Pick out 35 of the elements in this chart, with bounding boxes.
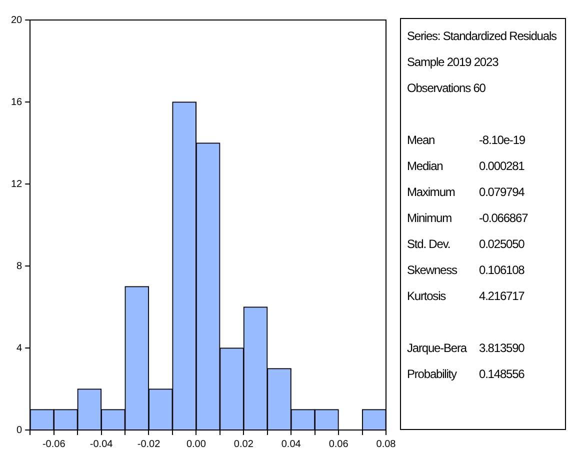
y-tick-label: 4 bbox=[16, 342, 23, 354]
x-tick-label: 0.02 bbox=[234, 438, 254, 450]
y-tick-label: 12 bbox=[11, 178, 23, 190]
text: Maximum bbox=[407, 184, 456, 201]
text: 0.079794 bbox=[479, 184, 524, 201]
x-tick-label: 0.08 bbox=[376, 438, 396, 450]
x-tick-label: -0.06 bbox=[42, 438, 66, 450]
x-tick-label: -0.04 bbox=[90, 438, 114, 450]
text: 4.216717 bbox=[479, 288, 524, 305]
x-tick-label: 0.00 bbox=[186, 438, 206, 450]
text: Series: Standardized Residuals bbox=[407, 28, 558, 45]
text: -0.066867 bbox=[479, 210, 528, 227]
text: Probability bbox=[407, 366, 458, 383]
text: Median bbox=[407, 158, 444, 175]
text: Jarque-Bera bbox=[407, 340, 468, 357]
x-tick-label: -0.02 bbox=[137, 438, 161, 450]
y-tick-label: 16 bbox=[11, 96, 23, 108]
text: Mean bbox=[407, 132, 436, 149]
x-tick-label: 0.04 bbox=[281, 438, 302, 450]
text: Observations 60 bbox=[407, 80, 486, 97]
text: -8.10e-19 bbox=[479, 132, 525, 149]
text: Minimum bbox=[407, 210, 452, 227]
text: 0.000281 bbox=[479, 158, 524, 175]
text: Sample 2019 2023 bbox=[407, 54, 500, 71]
text: 0.148556 bbox=[479, 366, 524, 383]
text: Kurtosis bbox=[407, 288, 447, 305]
text: 0.025050 bbox=[479, 236, 524, 253]
x-tick-label: 0.06 bbox=[328, 438, 349, 450]
text: 0.106108 bbox=[479, 262, 524, 279]
y-tick-label: 20 bbox=[11, 14, 23, 26]
y-tick-label: 8 bbox=[16, 260, 23, 272]
y-tick-label: 0 bbox=[16, 424, 23, 436]
text: Skewness bbox=[407, 262, 458, 279]
text: 3.813590 bbox=[479, 340, 524, 357]
text: Std. Dev. bbox=[407, 236, 452, 253]
